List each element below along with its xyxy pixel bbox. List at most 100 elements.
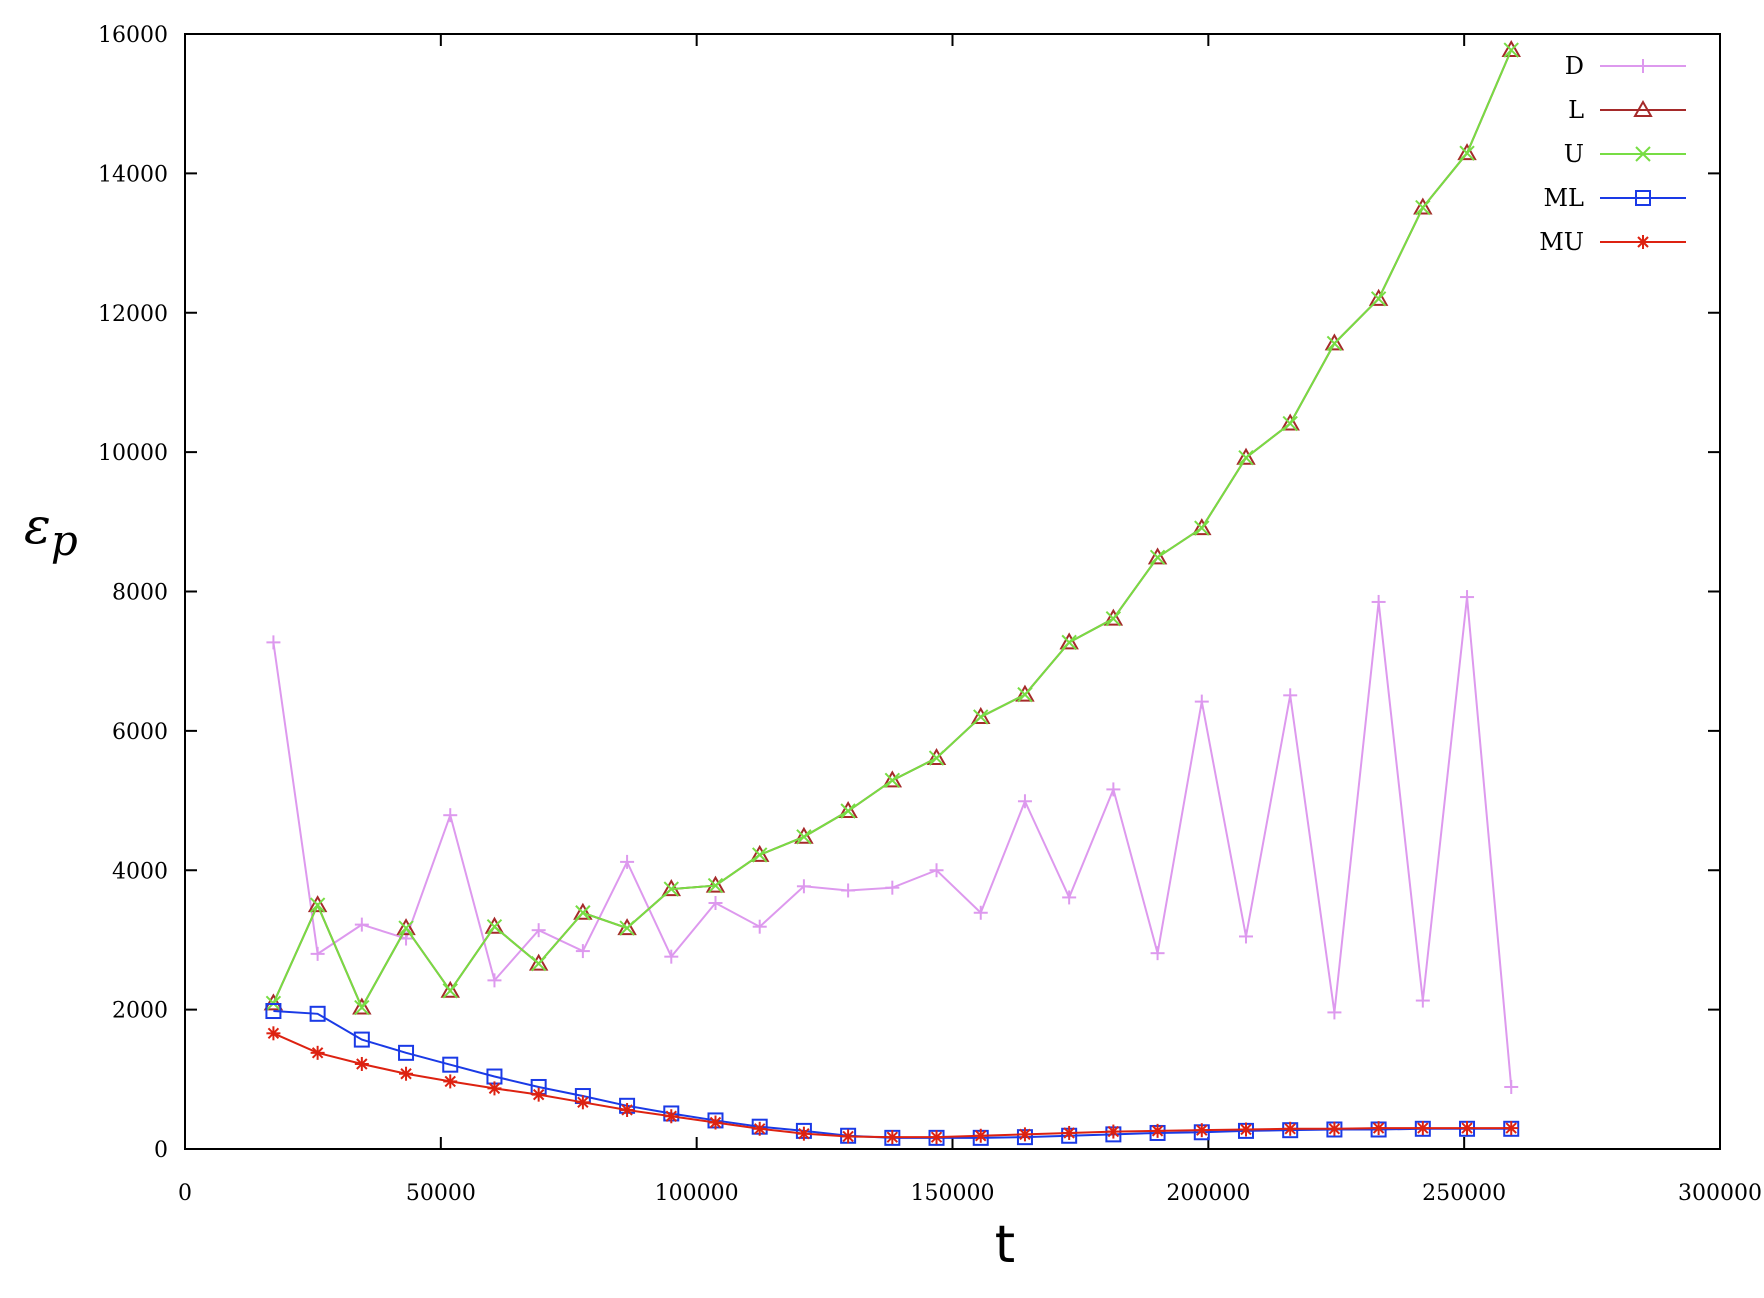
series-l — [263, 40, 1521, 1015]
marker-stroke — [1019, 1128, 1031, 1141]
marker-stroke — [796, 829, 812, 845]
series-mu-point — [708, 1115, 723, 1130]
series-u-point — [1105, 610, 1122, 627]
legend-entry-mu: MU — [1539, 228, 1686, 256]
marker-stroke — [1637, 236, 1649, 248]
series-d-point — [973, 905, 988, 920]
series-u-point — [619, 920, 635, 936]
series-l-point — [1103, 608, 1124, 626]
marker-shape — [442, 1056, 459, 1073]
marker-stroke — [621, 1104, 633, 1116]
y-tick-label: 2000 — [112, 999, 168, 1024]
y-axis-label: εp — [24, 497, 78, 565]
series-d-point — [575, 944, 590, 959]
marker-stroke — [309, 897, 326, 913]
marker-stroke — [1238, 449, 1254, 466]
series-l-point — [1147, 547, 1168, 565]
series-mu-point — [620, 1102, 635, 1117]
series-d-line — [272, 596, 1513, 1088]
series-mu-point — [752, 1121, 767, 1136]
series-l-point — [794, 826, 814, 844]
series-l-point — [352, 997, 372, 1015]
series-d-point — [1017, 794, 1032, 809]
series-l-point — [440, 980, 460, 998]
series-u-point — [840, 803, 856, 819]
marker-shape — [1324, 333, 1345, 351]
series-d-point — [354, 917, 369, 932]
marker-stroke — [1328, 1123, 1341, 1135]
series-ml-point — [309, 1005, 326, 1022]
marker-stroke — [488, 1082, 501, 1095]
series-d-point — [310, 946, 325, 961]
x-tick-label: 150000 — [911, 1181, 995, 1206]
legend-marker-mu — [1636, 235, 1650, 249]
marker-shape — [440, 980, 460, 998]
legend-marker-u — [1635, 146, 1651, 162]
marker-shape — [573, 902, 593, 920]
marker-shape — [1635, 190, 1651, 206]
series-l-point — [307, 895, 328, 913]
series-u-point — [796, 829, 812, 845]
marker-stroke — [619, 920, 635, 936]
legend-label-ml: ML — [1543, 184, 1584, 212]
marker-stroke — [1417, 1122, 1429, 1134]
marker-shape — [353, 1031, 370, 1048]
series-u-point — [575, 905, 591, 921]
legend-marker-d — [1636, 59, 1650, 73]
series-d-point — [1283, 688, 1298, 703]
marker-stroke — [973, 709, 989, 725]
series-u-point — [1149, 549, 1166, 566]
marker-shape — [1192, 518, 1212, 536]
y-tick-label: 16000 — [98, 23, 168, 48]
series-u-point — [1503, 42, 1519, 58]
legend-entry-l: L — [1568, 96, 1686, 124]
y-tick-label: 6000 — [112, 720, 168, 745]
series-d-point — [1238, 929, 1253, 944]
series-u-point — [398, 920, 414, 936]
y-tick-label: 0 — [154, 1138, 168, 1163]
marker-stroke — [665, 1110, 677, 1122]
marker-stroke — [709, 1116, 722, 1129]
x-tick-label: 200000 — [1166, 1181, 1250, 1206]
series-u-line — [272, 49, 1513, 1010]
marker-shape — [1501, 40, 1521, 58]
series-d-point — [1504, 1079, 1519, 1094]
series-mu-point — [929, 1130, 944, 1145]
x-tick-label: 50000 — [406, 1181, 476, 1206]
marker-stroke — [532, 1088, 545, 1101]
series-u-point — [1415, 199, 1431, 216]
series-d-point — [1150, 946, 1165, 961]
series-l-point — [1368, 288, 1389, 306]
marker-shape — [396, 918, 416, 936]
series-d-point — [664, 949, 679, 964]
marker-shape — [1236, 447, 1256, 465]
marker-stroke — [442, 983, 458, 999]
marker-shape — [705, 875, 726, 893]
series-d-point — [1327, 1005, 1342, 1020]
marker-shape — [309, 1005, 326, 1022]
marker-stroke — [1105, 610, 1122, 627]
series-ml-point — [353, 1031, 370, 1048]
legend-entry-ml: ML — [1543, 184, 1686, 212]
marker-stroke — [930, 1131, 943, 1143]
series-d-point — [531, 923, 546, 938]
series-u-point — [309, 897, 326, 913]
series-ml-point — [442, 1056, 459, 1073]
series-u-point — [1238, 449, 1254, 466]
marker-stroke — [486, 918, 503, 935]
series-d-point — [929, 863, 944, 878]
series-mu-point — [885, 1130, 900, 1145]
series-d — [266, 590, 1519, 1094]
marker-stroke — [884, 772, 901, 789]
series-l-point — [705, 875, 726, 893]
marker-stroke — [354, 999, 370, 1016]
series-mu-point — [1150, 1123, 1165, 1138]
series-d-point — [1062, 890, 1077, 905]
marker-stroke — [1149, 549, 1166, 566]
series-u-point — [884, 772, 901, 789]
marker-stroke — [267, 1027, 280, 1040]
series-ml-line — [273, 1010, 1512, 1139]
x-tick-label: 250000 — [1422, 1181, 1506, 1206]
plot-frame — [184, 33, 1721, 1150]
